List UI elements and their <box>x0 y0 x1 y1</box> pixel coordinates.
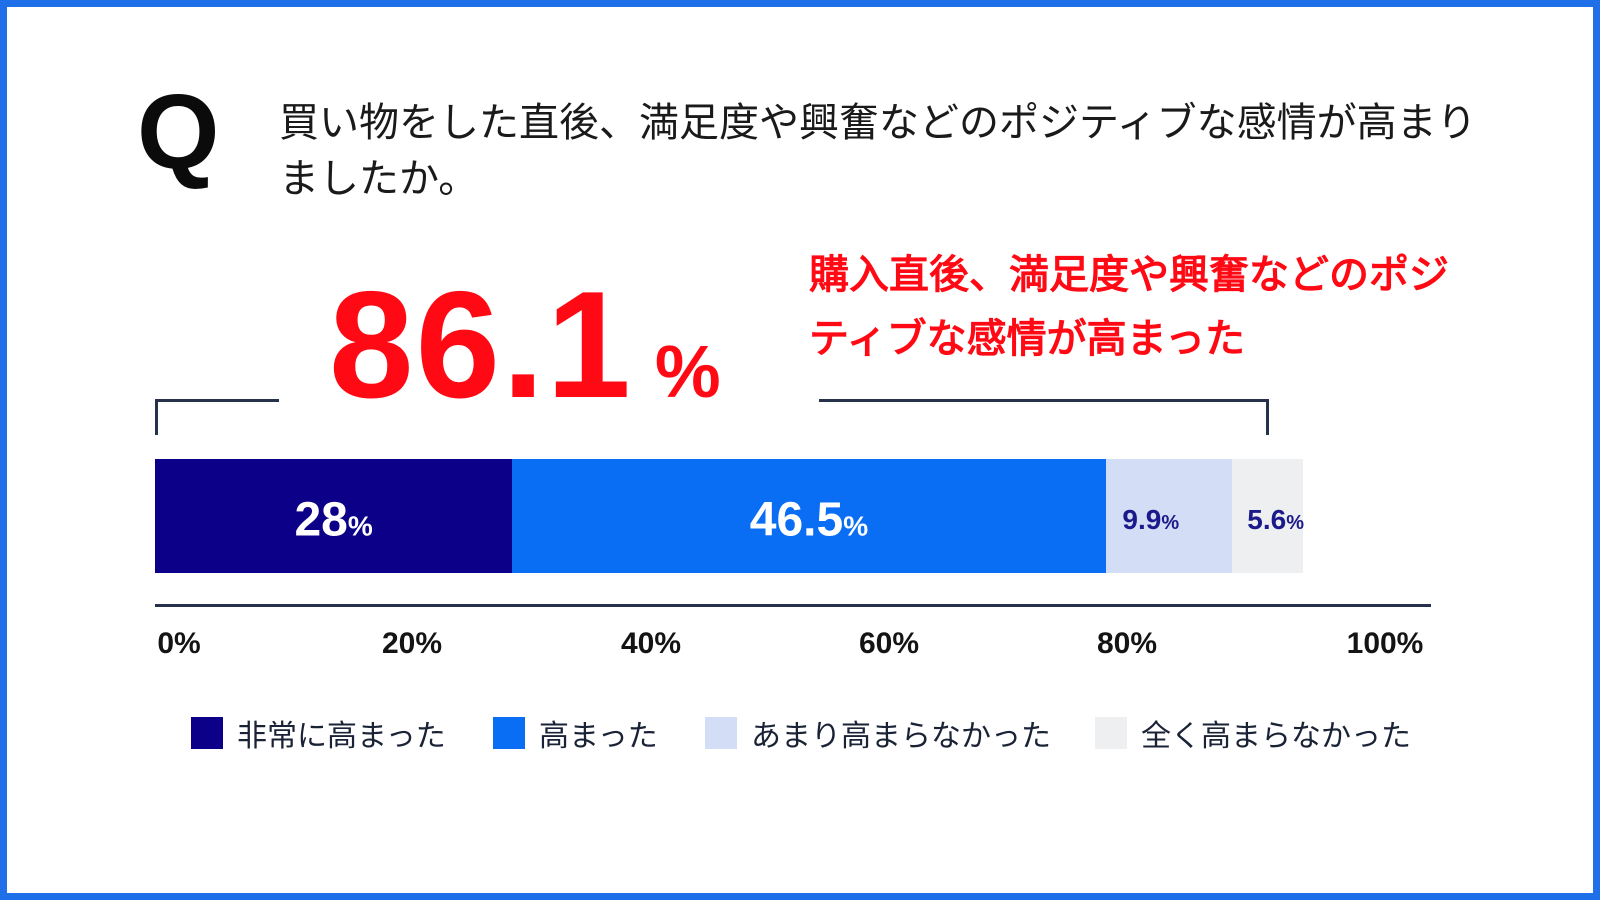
bar-label-number: 9.9 <box>1122 504 1162 535</box>
legend-label: 全く高まらなかった <box>1141 719 1411 754</box>
legend-label: あまり高まらなかった <box>751 719 1051 754</box>
stacked-bar: 28% 46.5% 9.9% 5.6% <box>155 459 1431 573</box>
bar-label-4: 5.6% <box>1247 504 1304 536</box>
bar-segment-4 <box>1231 459 1304 573</box>
bar-segment-3 <box>1105 459 1232 573</box>
bracket-left <box>155 399 279 435</box>
bracket-right <box>819 399 1269 435</box>
legend: 非常に高まった 高まった あまり高まらなかった 全く高まらなかった <box>7 713 1600 754</box>
legend-item: 全く高まらなかった <box>1095 713 1411 754</box>
x-tick-label: 0% <box>157 627 201 660</box>
x-tick-label: 40% <box>620 627 682 660</box>
x-tick-label: 60% <box>858 627 920 660</box>
legend-item: 高まった <box>493 713 658 754</box>
bar-label-unit: % <box>347 510 373 542</box>
bar-label-number: 5.6 <box>1247 504 1287 535</box>
legend-label: 非常に高まった <box>237 719 446 754</box>
legend-swatch <box>1095 717 1127 749</box>
bar-segment-2 <box>512 459 1106 573</box>
x-tick-label: 20% <box>381 627 443 660</box>
bar-label-2: 46.5% <box>750 493 868 548</box>
legend-item: 非常に高まった <box>191 713 446 754</box>
headline-percentage: 86.1% <box>329 269 723 421</box>
x-tick-label: 80% <box>1096 627 1158 660</box>
headline-unit: % <box>654 330 723 413</box>
bar-label-unit: % <box>843 510 869 542</box>
legend-swatch <box>191 717 223 749</box>
legend-swatch <box>493 717 525 749</box>
bar-label-unit: % <box>1286 512 1305 534</box>
headline-value: 86.1 <box>329 260 633 430</box>
question-text: 買い物をした直後、満足度や興奮などのポジティブな感情が高まりましたか。 <box>279 100 1477 202</box>
bar-label-unit: % <box>1161 512 1180 534</box>
legend-label: 高まった <box>539 719 658 754</box>
bar-label-number: 28 <box>294 493 348 547</box>
bar-segment-1 <box>155 459 513 573</box>
bar-label-1: 28% <box>294 493 372 548</box>
x-axis-line <box>155 604 1431 607</box>
headline-text: 購入直後、満足度や興奮などのポジティブな感情が高まった <box>809 252 1449 362</box>
legend-item: あまり高まらなかった <box>705 713 1051 754</box>
legend-swatch <box>705 717 737 749</box>
bar-label-3: 9.9% <box>1122 504 1179 536</box>
x-tick-label: 100% <box>1346 627 1424 660</box>
bar-label-number: 46.5 <box>749 493 844 547</box>
question-mark: Q <box>137 73 220 191</box>
